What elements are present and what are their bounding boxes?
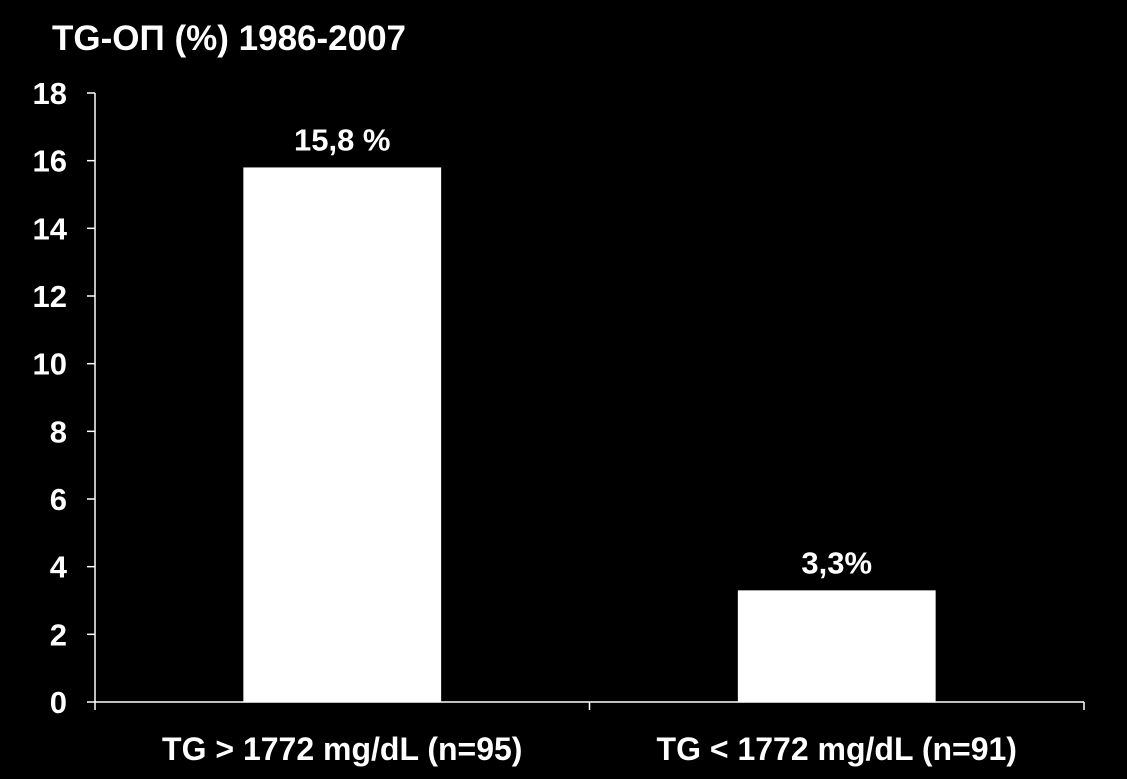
y-tick-label: 8 xyxy=(50,414,67,449)
y-tick-label: 4 xyxy=(50,550,68,585)
x-tick-label: TG > 1772 mg/dL (n=95) xyxy=(162,731,522,767)
data-labels: 15,8 % 3,3% xyxy=(294,122,872,580)
y-tick-label: 12 xyxy=(33,279,67,314)
bars xyxy=(243,167,936,702)
x-axis xyxy=(94,701,1085,710)
bar xyxy=(737,590,936,702)
y-tick-label: 10 xyxy=(33,347,67,382)
y-tick-label: 0 xyxy=(50,685,67,720)
y-tick-label: 16 xyxy=(33,144,67,179)
x-tick-labels: TG > 1772 mg/dL (n=95) TG < 1772 mg/dL (n… xyxy=(162,731,1017,767)
bar-value-label: 3,3% xyxy=(801,545,872,580)
y-axis: 0 2 4 6 8 10 12 14 16 18 xyxy=(33,76,96,720)
y-tick-label: 18 xyxy=(33,76,67,111)
y-tick-label: 2 xyxy=(50,617,67,652)
bar-value-label: 15,8 % xyxy=(294,122,391,157)
y-tick-label: 6 xyxy=(50,482,67,517)
chart-title: TG-ΟΠ (%) 1986-2007 xyxy=(52,19,406,58)
y-tick-label: 14 xyxy=(33,211,68,246)
x-tick-label: TG < 1772 mg/dL (n=91) xyxy=(657,731,1017,767)
bar xyxy=(243,167,442,702)
